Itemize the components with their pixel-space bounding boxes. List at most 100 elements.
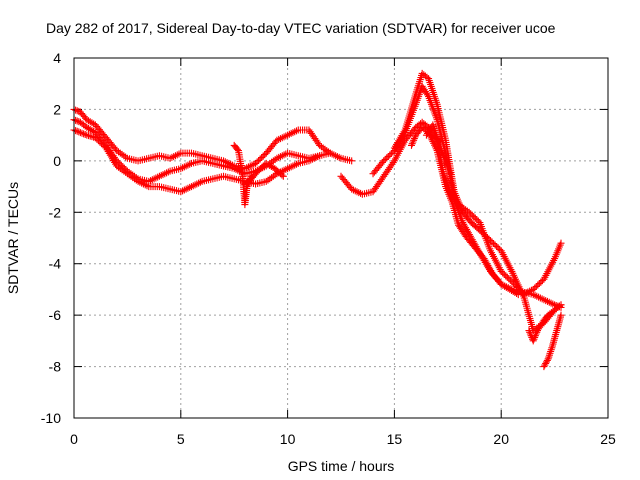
data-point-marker [159,171,167,179]
data-point-marker [538,295,546,303]
data-point-marker [111,145,119,153]
data-point-marker [542,359,550,367]
data-point-marker [186,160,194,168]
data-point-marker [268,174,276,182]
data-point-marker [533,292,541,300]
data-point-marker [255,156,263,164]
y-tick-label: 0 [53,153,61,169]
data-point-marker [123,170,131,178]
data-point-marker [273,154,281,162]
series-track-8 [525,301,565,345]
data-point-marker [139,180,147,188]
data-point-marker [75,128,83,136]
data-point-marker [557,311,565,319]
data-point-marker [278,134,286,142]
data-point-marker [529,285,537,293]
data-points [70,69,565,371]
data-point-marker [289,129,297,137]
data-point-marker [316,141,324,149]
x-axis-label: GPS time / hours [288,458,395,474]
data-point-marker [500,270,508,278]
data-point-marker [182,185,190,193]
data-point-marker [177,188,185,196]
data-point-marker [531,332,539,340]
data-point-marker [440,153,448,161]
data-point-marker [477,228,485,236]
data-point-marker [284,131,292,139]
data-point-marker [389,159,397,167]
data-point-marker [195,179,203,187]
data-point-marker [289,162,297,170]
data-point-marker [497,267,505,275]
data-point-marker [187,183,195,191]
data-point-marker [545,298,553,306]
data-point-marker [271,171,279,179]
x-tick-label: 15 [387,431,403,447]
data-point-marker [333,153,341,161]
data-point-marker [179,187,187,195]
data-point-marker [179,164,187,172]
data-point-marker [542,358,550,366]
data-point-marker [314,153,322,161]
data-point-marker [276,135,284,143]
data-point-marker [223,159,231,167]
data-point-marker [293,160,300,168]
data-point-marker [118,166,126,174]
data-point-marker [467,210,475,218]
data-point-marker [118,150,126,158]
data-point-marker [513,290,521,298]
data-point-marker [284,165,292,173]
data-point-marker [309,155,317,163]
x-tick-label: 10 [280,431,296,447]
data-point-marker [483,234,491,242]
data-point-marker [73,127,81,135]
data-point-marker [258,154,266,162]
data-point-marker [479,229,487,237]
data-point-marker [532,330,540,338]
data-point-marker [278,152,286,160]
data-point-marker [225,159,233,167]
data-point-marker [155,172,163,180]
data-point-marker [381,155,389,163]
data-point-marker [193,180,201,188]
y-tick-label: -10 [41,410,61,426]
data-point-marker [252,159,260,167]
data-point-marker [526,328,534,336]
data-point-marker [287,163,295,171]
data-point-marker [262,177,270,185]
data-point-marker [446,170,454,178]
data-point-marker [276,153,284,161]
data-point-marker [116,149,124,157]
data-point-marker [256,155,264,163]
data-point-marker [280,166,288,174]
data-point-marker [120,152,128,160]
data-point-marker [81,131,89,138]
data-point-marker [138,179,146,187]
data-point-marker [132,176,140,184]
data-point-marker [253,158,261,166]
data-point-marker [248,161,256,169]
data-point-marker [182,162,190,170]
data-point-marker [94,137,102,145]
data-point-marker [537,278,545,286]
data-point-marker [505,275,513,283]
data-point-marker [278,171,286,179]
data-point-marker [150,175,158,183]
data-point-marker [148,176,156,184]
data-point-marker [487,237,495,245]
data-point-marker [543,356,551,364]
data-point-marker [534,281,542,289]
data-point-marker [386,151,394,159]
data-point-marker [131,175,139,183]
y-tick-labels: -10 -8 -6 -4 -2 0 2 4 [41,50,61,426]
data-point-marker [116,165,124,173]
data-point-marker [410,125,418,133]
data-point-marker [540,363,548,371]
data-point-marker [409,138,417,146]
data-point-marker [349,186,357,194]
data-point-marker [533,328,541,336]
data-point-marker [168,153,176,161]
data-point-marker [332,152,340,160]
data-point-marker [541,361,549,369]
data-point-marker [536,294,544,302]
